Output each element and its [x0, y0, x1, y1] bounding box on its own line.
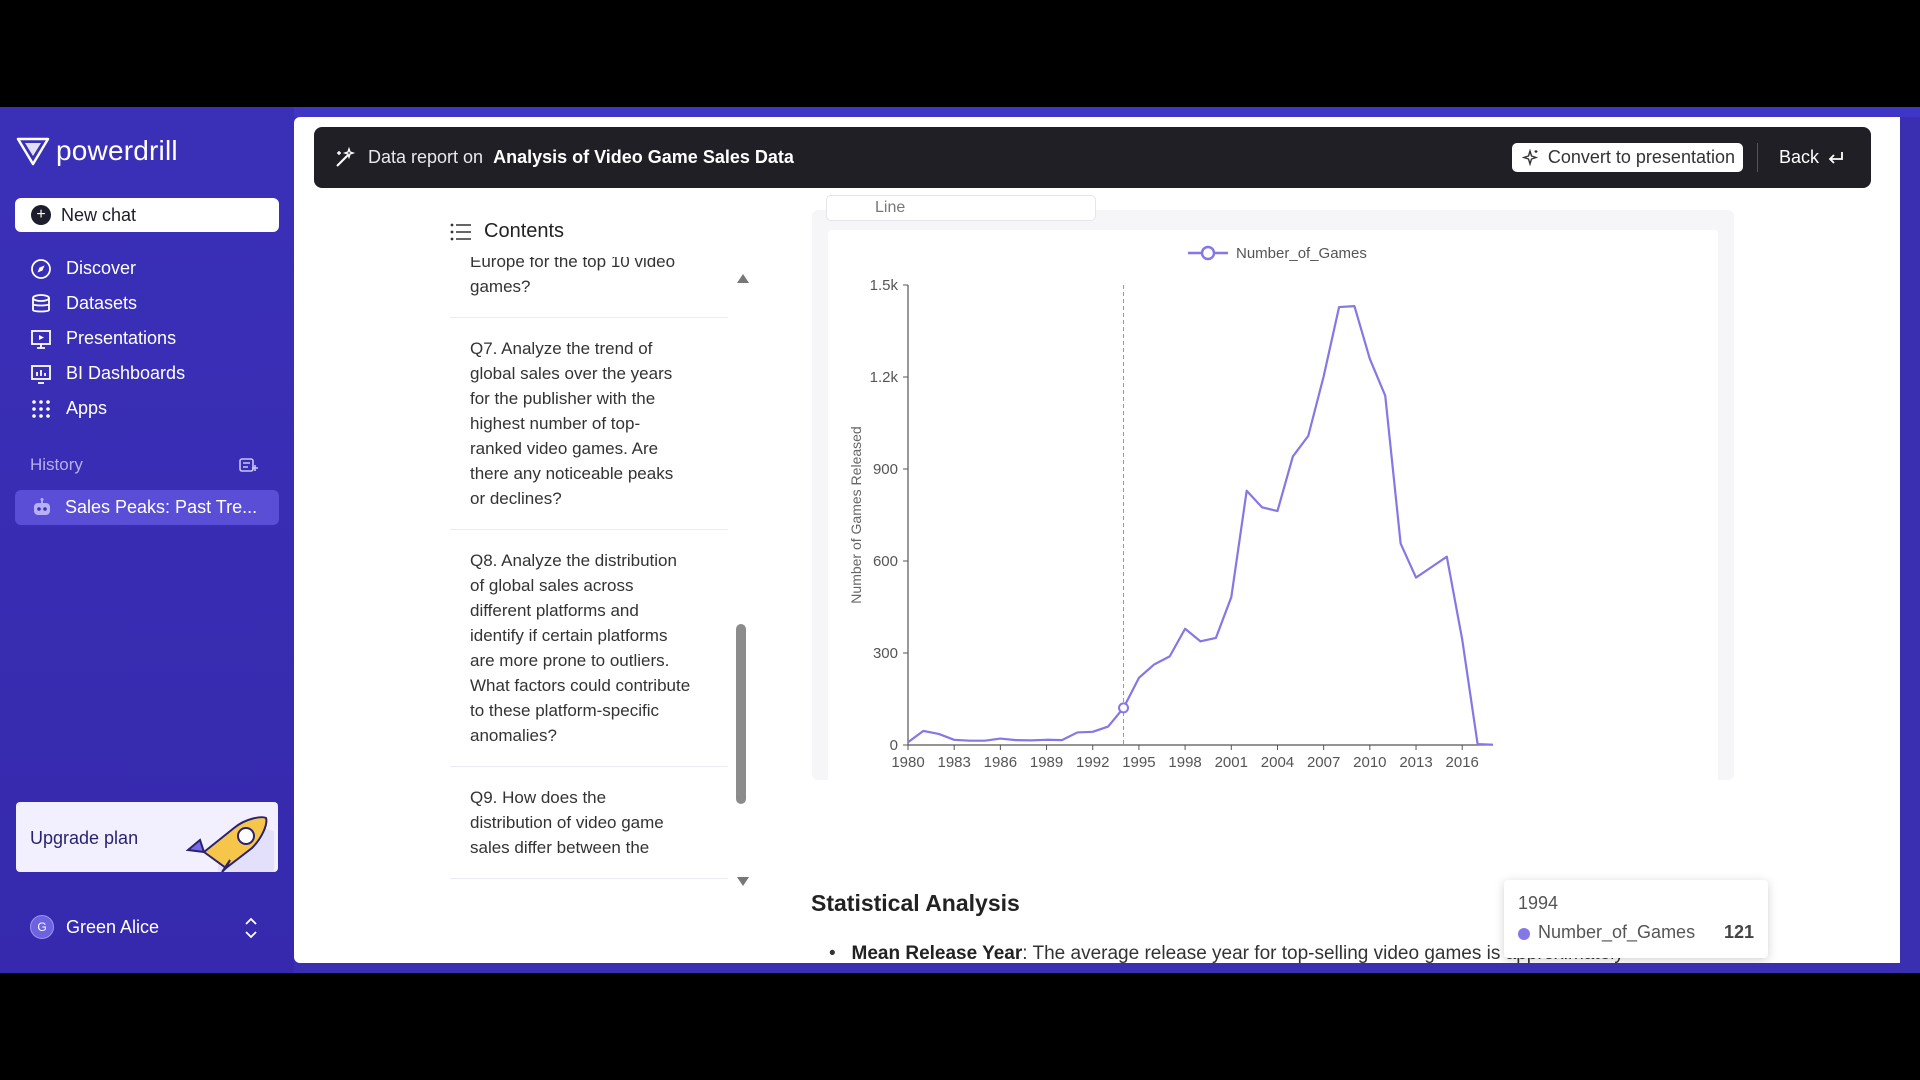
header-divider — [1757, 143, 1758, 172]
section-title: Statistical Analysis — [811, 890, 1020, 916]
list-icon — [450, 223, 471, 240]
new-chat-label: New chat — [61, 204, 137, 225]
x-tick-label: 2016 — [1446, 754, 1479, 771]
contents-item-q6[interactable]: Europe for the top 10 video games? — [450, 257, 728, 318]
contents-title: Contents — [484, 220, 565, 242]
x-tick-label: 2013 — [1399, 754, 1432, 771]
nav-item-apps[interactable]: Apps — [30, 391, 185, 426]
report-panel: Data report on Analysis of Video Game Sa… — [294, 117, 1900, 963]
data-point — [1118, 702, 1130, 714]
app-window: powerdrill + New chat Discover Datasets … — [0, 107, 1920, 973]
legend-marker — [1200, 245, 1216, 261]
contents-scroll-down-arrow[interactable] — [737, 877, 749, 886]
legend-label: Number_of_Games — [1236, 245, 1367, 262]
powerdrill-logo-icon — [16, 137, 50, 166]
plus-icon: + — [31, 205, 51, 225]
bullet-text: : The average release year for top-selli… — [1022, 943, 1624, 963]
presentation-icon — [31, 329, 51, 349]
y-axis-title: Number of Games Released — [848, 426, 864, 603]
nav-label-bi-dashboards: BI Dashboards — [66, 363, 186, 383]
user-profile[interactable]: G Green Alice — [30, 915, 159, 939]
x-tick-label: 2004 — [1261, 754, 1294, 771]
back-label: Back — [1778, 147, 1819, 167]
y-tick-label: 300 — [873, 645, 898, 662]
bullet-mean-release-year: • Mean Release Year: The average release… — [829, 943, 1624, 963]
line-chart: 0 300 600 900 1.2k 1.5k 1980 1983 1986 1989 1992 19… — [848, 245, 1494, 771]
chart-area — [828, 230, 1718, 860]
upgrade-plan-label: Upgrade plan — [30, 828, 139, 848]
convert-to-presentation-button[interactable]: Convert to presentation — [1511, 143, 1743, 172]
nav-label-presentations: Presentations — [66, 328, 177, 348]
apps-grid-icon — [32, 399, 50, 418]
contents-scroll-up-arrow[interactable] — [737, 274, 749, 283]
x-tick-label: 1980 — [891, 754, 924, 771]
x-tick-label: 1989 — [1030, 754, 1063, 771]
chevron-up-down-icon[interactable] — [243, 915, 259, 941]
nav-label-discover: Discover — [66, 258, 137, 278]
history-item[interactable]: Sales Peaks: Past Tre... — [15, 490, 279, 525]
y-tick-label: 1.5k — [870, 277, 899, 294]
report-title: Analysis of Video Game Sales Data — [493, 147, 794, 167]
chart-type-select[interactable]: Line — [826, 195, 1096, 221]
robot-icon — [34, 497, 50, 515]
brand-name: powerdrill — [56, 135, 178, 166]
main-nav: Discover Datasets Presentations BI Dashb… — [30, 251, 185, 426]
contents-scrollbar-thumb[interactable] — [736, 624, 746, 804]
brand-logo[interactable]: powerdrill — [16, 135, 178, 167]
history-item-label: Sales Peaks: Past Tre... — [65, 497, 258, 517]
tooltip-series-name: Number_of_Games — [1538, 922, 1696, 942]
contents-item-q7[interactable]: Q7. Analyze the trend of global sales ov… — [450, 318, 728, 530]
x-tick-label: 1986 — [984, 754, 1017, 771]
x-tick-label: 2001 — [1215, 754, 1248, 771]
x-tick-label: 2010 — [1353, 754, 1386, 771]
contents-list: Europe for the top 10 video games? Q7. A… — [450, 257, 728, 892]
y-tick-label: 1.2k — [870, 369, 899, 386]
user-name: Green Alice — [66, 916, 160, 937]
nav-item-datasets[interactable]: Datasets — [30, 286, 185, 321]
bullet-term: Mean Release Year — [851, 943, 1023, 963]
chart-tooltip: 1994 Number_of_Games 121 — [1504, 880, 1768, 958]
upgrade-plan-card[interactable]: Upgrade plan — [16, 802, 278, 872]
nav-label-apps: Apps — [66, 398, 108, 418]
history-label: History — [30, 455, 83, 474]
rocket-illustration-icon — [185, 816, 274, 872]
x-tick-label: 2007 — [1307, 754, 1340, 771]
return-arrow-icon — [1828, 151, 1843, 164]
nav-item-discover[interactable]: Discover — [30, 251, 185, 286]
y-tick-label: 900 — [873, 461, 898, 478]
report-header: Data report on Analysis of Video Game Sa… — [314, 127, 1871, 188]
contents-item-q9[interactable]: Q9. How does the distribution of video g… — [450, 767, 728, 879]
x-tick-label: 1998 — [1168, 754, 1201, 771]
bullet-dot: • — [829, 943, 852, 963]
nav-item-bi-dashboards[interactable]: BI Dashboards — [30, 356, 185, 391]
compass-icon — [31, 258, 51, 279]
chart-type-value: Line — [875, 199, 906, 216]
dashboard-icon — [31, 364, 51, 384]
tooltip-x-value: 1994 — [1518, 893, 1559, 913]
contents-header: Contents — [450, 220, 564, 243]
x-tick-label: 1983 — [937, 754, 970, 771]
x-tick-label: 1992 — [1076, 754, 1109, 771]
window-top-strip — [0, 107, 1920, 117]
magic-wand-icon — [336, 146, 356, 167]
nav-item-presentations[interactable]: Presentations — [30, 321, 185, 356]
manage-history-icon[interactable] — [238, 455, 258, 475]
contents-item-q8[interactable]: Q8. Analyze the distribution of global s… — [450, 530, 728, 767]
new-chat-button[interactable]: + New chat — [15, 198, 279, 232]
nav-label-datasets: Datasets — [66, 293, 138, 313]
x-tick-label: 1995 — [1122, 754, 1155, 771]
avatar: G — [30, 915, 54, 939]
report-prefix: Data report on — [368, 147, 484, 167]
tooltip-value: 121 — [1723, 922, 1754, 942]
sparkle-icon — [1521, 148, 1539, 166]
tooltip-series-dot — [1518, 928, 1530, 940]
back-button[interactable]: Back — [1779, 143, 1845, 172]
database-icon — [32, 293, 50, 312]
sidebar: powerdrill + New chat Discover Datasets … — [0, 107, 294, 973]
y-tick-label: 0 — [890, 737, 898, 754]
y-tick-label: 600 — [873, 553, 898, 570]
series-line-number-of-games — [907, 305, 1494, 746]
convert-label: Convert to presentation — [1547, 147, 1735, 167]
